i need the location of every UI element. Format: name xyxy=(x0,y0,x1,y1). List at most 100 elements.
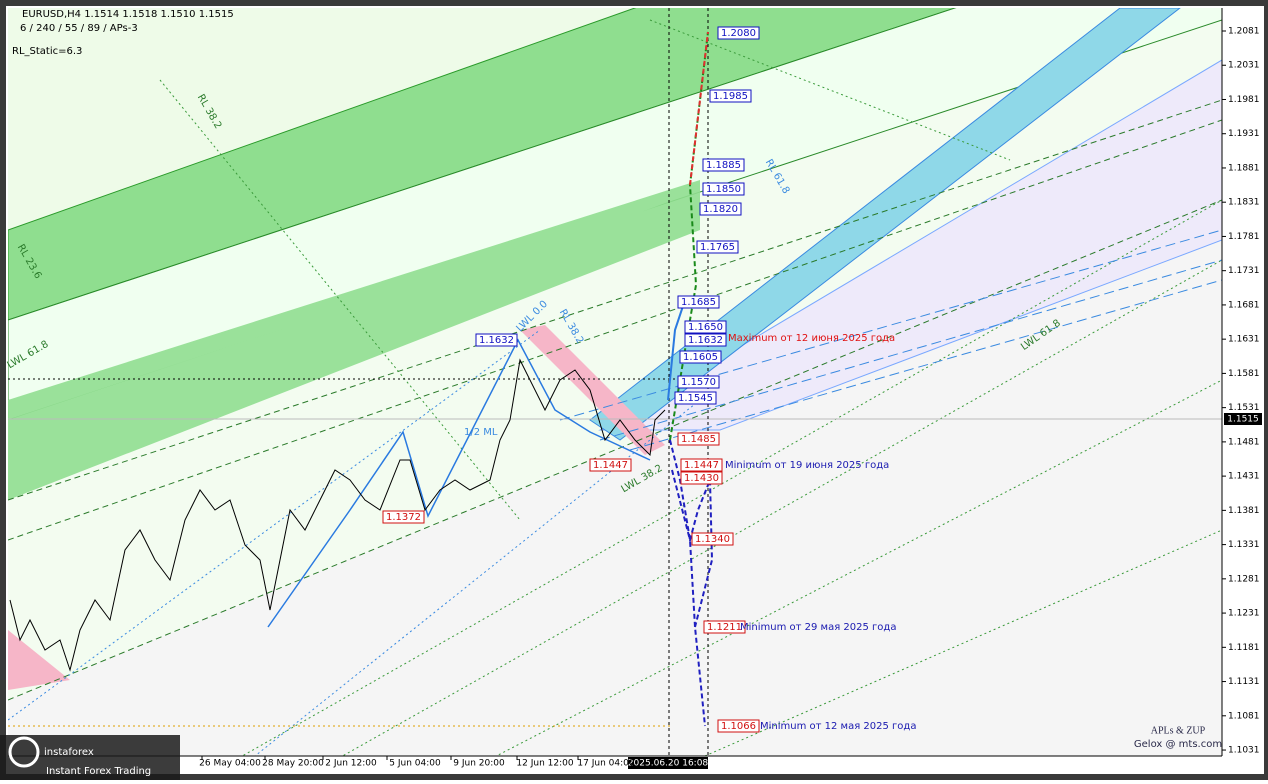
fan-line xyxy=(559,229,1222,421)
level-box xyxy=(679,350,722,364)
level-label: 1.1340 xyxy=(695,534,730,545)
level-box xyxy=(677,432,720,446)
pink-band xyxy=(520,325,665,455)
current-time: 2025.06.20 16:08 xyxy=(628,759,709,769)
current-price-box xyxy=(1224,413,1262,425)
annotation: Minimum от 19 июня 2025 года xyxy=(725,460,889,471)
level-box xyxy=(680,458,723,472)
level-label: 1.1820 xyxy=(703,204,738,215)
price-label: 1.1831 xyxy=(1228,198,1260,208)
annotation: Maximum от 12 июня 2025 года xyxy=(728,333,895,344)
annotation: Minimum от 29 мая 2025 года xyxy=(740,622,896,633)
level-box xyxy=(677,375,720,389)
level-box xyxy=(674,391,717,405)
level-label: 1.1430 xyxy=(684,473,719,484)
purple-band xyxy=(598,59,1222,431)
level-box xyxy=(703,620,746,634)
current-price: 1.1515 xyxy=(1227,415,1259,425)
level-label: 1.1211 xyxy=(707,622,742,633)
price-label: 1.1381 xyxy=(1228,506,1260,516)
fan-line xyxy=(599,259,1222,441)
price-label: 1.1281 xyxy=(1228,574,1260,584)
level-label: 1.1447 xyxy=(684,460,719,471)
level-label: 1.1632 xyxy=(688,335,723,346)
level-label: 1.1632 xyxy=(479,335,514,346)
level-box xyxy=(677,295,720,309)
level-box xyxy=(475,333,518,347)
projection xyxy=(669,439,706,727)
level-box xyxy=(709,89,752,103)
price-label: 1.1181 xyxy=(1228,643,1260,653)
price-label: 1.1781 xyxy=(1228,232,1260,242)
green-band xyxy=(8,180,700,500)
level-label: 1.1605 xyxy=(683,352,718,363)
time-label: 28 May 20:00 xyxy=(262,759,324,769)
level-box xyxy=(699,202,742,216)
price-label: 1.1731 xyxy=(1228,266,1260,276)
time-label: 5 Jun 04:00 xyxy=(389,759,441,769)
settings: 6 / 240 / 55 / 89 / APs-3 xyxy=(20,23,138,34)
projection xyxy=(689,31,709,186)
price-label: 1.1631 xyxy=(1228,335,1260,345)
level-box xyxy=(684,333,727,347)
level-label: 1.1447 xyxy=(593,460,628,471)
annotation: Minimum от 12 мая 2025 года xyxy=(760,721,916,732)
fan-line xyxy=(341,259,1222,756)
price-axis xyxy=(1222,8,1264,756)
level-label: 1.1545 xyxy=(678,393,713,404)
price-path xyxy=(9,358,666,672)
level-label: 1.1570 xyxy=(681,377,716,388)
price-label: 1.1681 xyxy=(1228,300,1260,310)
level-box xyxy=(684,320,727,334)
price-label: 1.1231 xyxy=(1228,609,1260,619)
level-label: 1.1650 xyxy=(688,322,723,333)
fan-line xyxy=(649,19,1011,161)
time-label: 26 May 04:00 xyxy=(199,759,261,769)
level-box xyxy=(696,240,739,254)
static: RL_Static=6.3 xyxy=(12,46,82,57)
level-label: 1.1985 xyxy=(713,91,748,102)
logo-icon xyxy=(8,736,40,768)
price-label: 1.1131 xyxy=(1228,677,1260,687)
level-label: 1.1485 xyxy=(681,434,716,445)
fan-line xyxy=(8,119,1222,541)
price-label: 1.1081 xyxy=(1228,711,1260,721)
logo-tagline: Instant Forex Trading xyxy=(46,766,151,777)
price-label: 1.2081 xyxy=(1228,27,1260,37)
fan-line xyxy=(8,99,1222,501)
time-label: 2 Jun 12:00 xyxy=(325,759,377,769)
fan-line xyxy=(703,529,1222,756)
level-label: 1.1066 xyxy=(721,721,756,732)
fan-label: 1/2 ML xyxy=(464,427,498,438)
fan-line xyxy=(8,199,1222,701)
level-box xyxy=(691,532,734,546)
level-label: 1.1372 xyxy=(386,512,421,523)
time-label: 9 Jun 20:00 xyxy=(453,759,505,769)
level-box xyxy=(382,510,425,524)
time-label: 17 Jun 04:00 xyxy=(577,759,634,769)
level-box xyxy=(702,182,745,196)
level-box xyxy=(702,158,745,172)
level-box xyxy=(589,458,632,472)
pink-band xyxy=(8,630,70,690)
site: Gelox @ mts.com xyxy=(1134,739,1222,750)
zigzag xyxy=(267,338,651,628)
symbol: EURUSD,H4 1.1514 1.1518 1.1510 1.1515 xyxy=(22,9,234,20)
price-label: 1.1581 xyxy=(1228,369,1260,379)
level-label: 1.2080 xyxy=(721,28,756,39)
price-label: 1.1331 xyxy=(1228,540,1260,550)
projection xyxy=(667,299,686,401)
plot xyxy=(8,8,1222,756)
level-box xyxy=(680,471,723,485)
current-time-box xyxy=(628,757,708,769)
price-label: 1.1981 xyxy=(1228,95,1260,105)
level-box xyxy=(717,719,760,733)
fan-line xyxy=(241,199,1222,756)
logo-name: instaforex xyxy=(44,747,94,758)
level-label: 1.1885 xyxy=(706,160,741,171)
price-label: 1.1531 xyxy=(1228,403,1260,413)
price-label: 1.1481 xyxy=(1228,437,1260,447)
level-label: 1.1765 xyxy=(700,242,735,253)
level-label: 1.1685 xyxy=(681,297,716,308)
